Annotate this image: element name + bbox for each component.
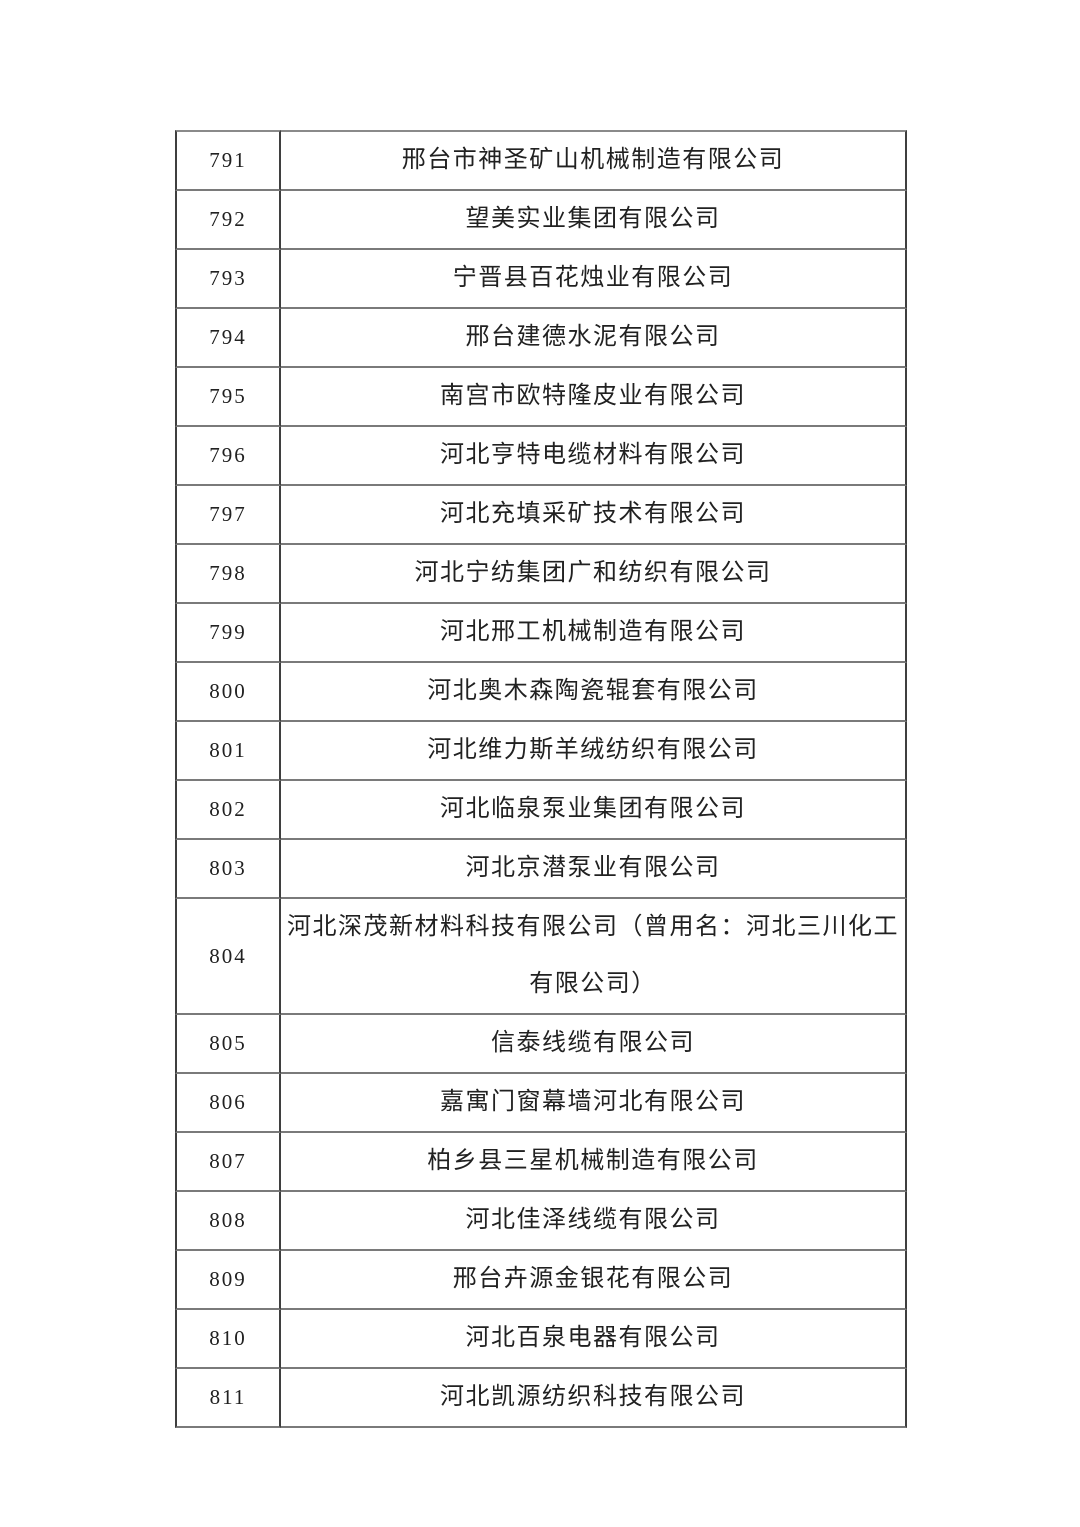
row-number: 799 <box>175 604 281 663</box>
row-number: 792 <box>175 191 281 250</box>
company-name: 河北深茂新材料科技有限公司（曾用名：河北三川化工 有限公司） <box>281 899 907 1015</box>
company-name: 河北维力斯羊绒纺织有限公司 <box>281 722 907 781</box>
row-number: 793 <box>175 250 281 309</box>
company-name: 河北亨特电缆材料有限公司 <box>281 427 907 486</box>
row-number: 800 <box>175 663 281 722</box>
table-row: 792 望美实业集团有限公司 <box>175 191 907 250</box>
table-row: 794 邢台建德水泥有限公司 <box>175 309 907 368</box>
company-name: 邢台市神圣矿山机械制造有限公司 <box>281 130 907 191</box>
company-name: 河北佳泽线缆有限公司 <box>281 1192 907 1251</box>
row-number: 794 <box>175 309 281 368</box>
table-row: 803 河北京潜泵业有限公司 <box>175 840 907 899</box>
company-name: 河北邢工机械制造有限公司 <box>281 604 907 663</box>
table-row: 797 河北充填采矿技术有限公司 <box>175 486 907 545</box>
table-row: 791 邢台市神圣矿山机械制造有限公司 <box>175 130 907 191</box>
table-row: 795 南宫市欧特隆皮业有限公司 <box>175 368 907 427</box>
table-row: 804 河北深茂新材料科技有限公司（曾用名：河北三川化工 有限公司） <box>175 899 907 1015</box>
table-row: 798 河北宁纺集团广和纺织有限公司 <box>175 545 907 604</box>
row-number: 803 <box>175 840 281 899</box>
row-number: 809 <box>175 1251 281 1310</box>
row-number: 805 <box>175 1015 281 1074</box>
row-number: 810 <box>175 1310 281 1369</box>
row-number: 798 <box>175 545 281 604</box>
company-name: 宁晋县百花烛业有限公司 <box>281 250 907 309</box>
table-row: 799 河北邢工机械制造有限公司 <box>175 604 907 663</box>
row-number: 802 <box>175 781 281 840</box>
table-row: 801 河北维力斯羊绒纺织有限公司 <box>175 722 907 781</box>
row-number: 801 <box>175 722 281 781</box>
table-row: 793 宁晋县百花烛业有限公司 <box>175 250 907 309</box>
table-row: 809 邢台卉源金银花有限公司 <box>175 1251 907 1310</box>
table-row: 810 河北百泉电器有限公司 <box>175 1310 907 1369</box>
company-name: 信泰线缆有限公司 <box>281 1015 907 1074</box>
company-list-table: 791 邢台市神圣矿山机械制造有限公司 792 望美实业集团有限公司 793 宁… <box>175 130 907 1428</box>
row-number: 791 <box>175 130 281 191</box>
company-name: 河北凯源纺织科技有限公司 <box>281 1369 907 1428</box>
row-number: 796 <box>175 427 281 486</box>
table-row: 806 嘉寓门窗幕墙河北有限公司 <box>175 1074 907 1133</box>
table-row: 811 河北凯源纺织科技有限公司 <box>175 1369 907 1428</box>
row-number: 797 <box>175 486 281 545</box>
company-table-body: 791 邢台市神圣矿山机械制造有限公司 792 望美实业集团有限公司 793 宁… <box>175 130 907 1428</box>
table-row: 800 河北奥木森陶瓷辊套有限公司 <box>175 663 907 722</box>
company-name: 邢台建德水泥有限公司 <box>281 309 907 368</box>
company-name: 望美实业集团有限公司 <box>281 191 907 250</box>
table-row: 805 信泰线缆有限公司 <box>175 1015 907 1074</box>
company-name: 嘉寓门窗幕墙河北有限公司 <box>281 1074 907 1133</box>
company-name: 柏乡县三星机械制造有限公司 <box>281 1133 907 1192</box>
table-row: 808 河北佳泽线缆有限公司 <box>175 1192 907 1251</box>
row-number: 811 <box>175 1369 281 1428</box>
company-name: 河北临泉泵业集团有限公司 <box>281 781 907 840</box>
company-name: 河北京潜泵业有限公司 <box>281 840 907 899</box>
table-row: 802 河北临泉泵业集团有限公司 <box>175 781 907 840</box>
row-number: 807 <box>175 1133 281 1192</box>
row-number: 808 <box>175 1192 281 1251</box>
table-row: 796 河北亨特电缆材料有限公司 <box>175 427 907 486</box>
row-number: 804 <box>175 899 281 1015</box>
table-row: 807 柏乡县三星机械制造有限公司 <box>175 1133 907 1192</box>
company-name: 河北百泉电器有限公司 <box>281 1310 907 1369</box>
company-name: 河北宁纺集团广和纺织有限公司 <box>281 545 907 604</box>
row-number: 806 <box>175 1074 281 1133</box>
company-name: 河北奥木森陶瓷辊套有限公司 <box>281 663 907 722</box>
row-number: 795 <box>175 368 281 427</box>
company-name: 邢台卉源金银花有限公司 <box>281 1251 907 1310</box>
company-name: 南宫市欧特隆皮业有限公司 <box>281 368 907 427</box>
company-name: 河北充填采矿技术有限公司 <box>281 486 907 545</box>
